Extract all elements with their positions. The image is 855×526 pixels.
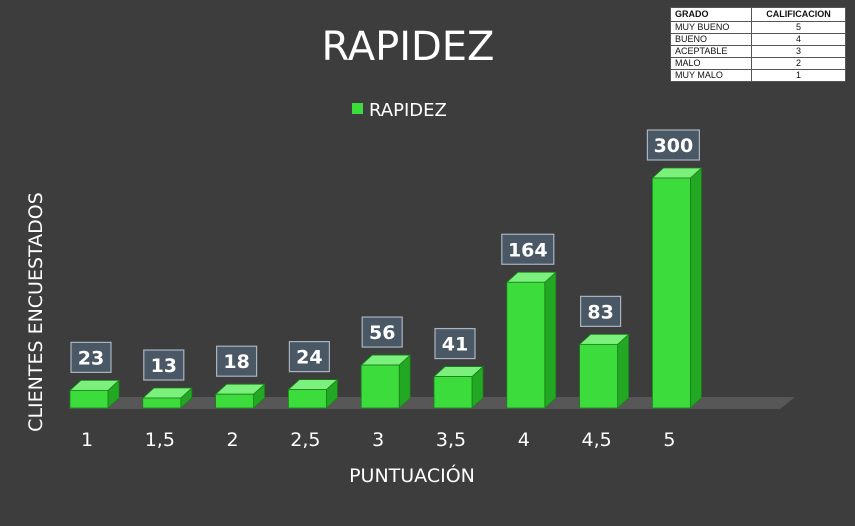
bar-group: 13: [141, 349, 193, 409]
data-label-box: [288, 341, 330, 373]
x-tick-label: 4: [518, 429, 530, 451]
table-row: MUY MALO 1: [670, 69, 846, 82]
bar: [142, 397, 182, 409]
header-grado: GRADO: [670, 7, 752, 22]
data-label: 41: [442, 334, 468, 356]
bar: [433, 376, 473, 409]
grade-cell: BUENO: [670, 33, 752, 46]
bar-group: 41: [432, 327, 485, 409]
data-label: 300: [654, 135, 694, 157]
grade-cell: MALO: [670, 57, 752, 70]
legend-swatch: [352, 103, 363, 114]
bar: [287, 389, 327, 409]
bar: [69, 389, 109, 409]
x-tick-label: 1: [81, 429, 93, 451]
table-row: MALO 2: [670, 57, 846, 70]
rating-table-header: GRADO CALIFICACION: [670, 7, 846, 22]
bar-group: 23: [68, 341, 121, 409]
bar-side: [617, 333, 629, 409]
x-tick-label: 4,5: [581, 429, 611, 451]
legend: RAPIDEZ: [352, 100, 447, 121]
bar: [215, 393, 255, 409]
chart-title: RAPIDEZ: [322, 24, 495, 70]
table-row: BUENO 4: [670, 33, 846, 46]
table-row: MUY BUENO 5: [670, 21, 846, 34]
data-label-box: [361, 316, 403, 348]
x-tick-labels: 1 1,5 2 2,5 3 3,5 4 4,5 5: [81, 429, 675, 451]
bar: [360, 364, 400, 409]
x-tick-label: 3: [372, 429, 384, 451]
score-cell: 1: [751, 69, 846, 82]
data-label: 23: [78, 347, 104, 369]
x-tick-label: 1,5: [145, 429, 175, 451]
data-label-box: [70, 341, 112, 373]
score-cell: 5: [751, 21, 846, 34]
data-label: 24: [296, 347, 322, 369]
bar-group: 300: [646, 129, 703, 409]
bar: [652, 177, 691, 409]
bar-side: [544, 271, 557, 409]
data-label-box: [216, 345, 258, 377]
grade-cell: MUY BUENO: [670, 21, 752, 34]
bar-side: [690, 167, 702, 409]
bar: [579, 343, 618, 409]
x-tick-label: 2,5: [290, 429, 320, 451]
score-cell: 4: [751, 33, 846, 46]
data-label: 18: [223, 351, 249, 373]
bar-group: 56: [360, 316, 412, 409]
rating-table: GRADO CALIFICACION MUY BUENO 5 BUENO 4 A…: [670, 7, 846, 82]
x-axis-label: PUNTUACIÓN: [349, 463, 475, 487]
data-label: 56: [369, 322, 395, 344]
data-label-box: [143, 349, 185, 381]
grade-cell: MUY MALO: [670, 69, 752, 82]
legend-label: RAPIDEZ: [369, 100, 447, 121]
data-label: 13: [151, 355, 177, 377]
header-calificacion: CALIFICACION: [751, 7, 846, 22]
x-tick-label: 3,5: [436, 429, 466, 451]
data-label-box: [646, 129, 701, 161]
score-cell: 2: [751, 57, 846, 70]
y-axis-label: CLIENTES ENCUESTADOS: [25, 192, 47, 432]
data-label-box: [579, 295, 622, 327]
bar-group: 83: [578, 295, 630, 409]
score-cell: 3: [751, 45, 846, 58]
bars: 23 13 18 24 56 41 164 83 300: [68, 129, 703, 409]
data-label: 83: [587, 301, 613, 323]
data-label: 164: [508, 239, 548, 261]
x-tick-label: 2: [227, 429, 239, 451]
bar-group: 18: [214, 345, 266, 409]
data-label-box: [434, 327, 476, 360]
data-label-box: [501, 233, 555, 265]
bar-group: 164: [501, 233, 557, 409]
bar: [506, 281, 546, 409]
grade-cell: ACEPTABLE: [670, 45, 752, 58]
table-row: ACEPTABLE 3: [670, 45, 846, 58]
x-tick-label: 5: [663, 429, 675, 451]
bar-group: 24: [287, 341, 339, 409]
